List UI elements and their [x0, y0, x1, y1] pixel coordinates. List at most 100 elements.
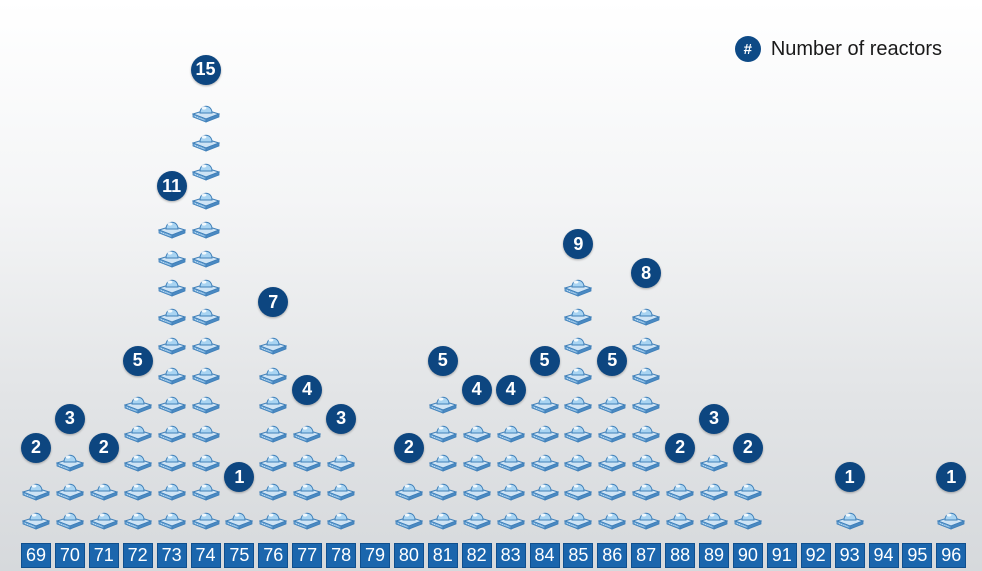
reactor-icon — [190, 128, 221, 152]
year-label-75: 75 — [224, 543, 255, 568]
legend: # Number of reactors — [734, 36, 942, 62]
legend-badge: # — [734, 36, 761, 62]
count-badge-86: 5 — [597, 345, 628, 376]
reactor-icon — [563, 390, 593, 414]
year-label-91: 91 — [766, 543, 797, 568]
count-badge-69: 2 — [21, 432, 51, 463]
reactor-icon — [631, 506, 661, 530]
reactor-icon — [936, 506, 966, 530]
year-label-96: 96 — [936, 543, 967, 568]
reactor-icon — [190, 361, 221, 385]
reactor-icon — [563, 419, 593, 443]
reactor-icon — [89, 477, 119, 501]
reactor-icon — [326, 448, 356, 472]
reactor-icon — [326, 506, 356, 530]
reactor-icon — [190, 244, 221, 268]
reactor-icon — [258, 331, 288, 355]
year-label-73: 73 — [156, 543, 187, 568]
reactor-icon — [529, 419, 560, 443]
year-label-71: 71 — [88, 543, 119, 568]
year-label-77: 77 — [292, 543, 323, 568]
year-label-88: 88 — [665, 543, 696, 568]
reactor-icon — [462, 419, 492, 443]
reactor-icon — [733, 506, 763, 530]
year-label-79: 79 — [360, 543, 390, 568]
reactor-icon — [699, 506, 729, 530]
reactor-icon — [123, 506, 153, 530]
count-badge-71: 2 — [88, 432, 119, 463]
year-label-82: 82 — [461, 543, 492, 568]
year-label-90: 90 — [732, 543, 763, 568]
year-label-95: 95 — [902, 543, 933, 568]
count-badge-74: 15 — [190, 54, 221, 85]
reactor-icon — [55, 477, 85, 501]
year-label-86: 86 — [597, 543, 628, 568]
count-badge-75: 1 — [224, 462, 255, 492]
count-badge-84: 5 — [529, 345, 560, 376]
year-label-76: 76 — [258, 543, 289, 568]
reactor-icon — [597, 477, 627, 501]
reactor-icon — [563, 448, 593, 472]
count-badge-78: 3 — [326, 403, 357, 434]
reactor-icon — [190, 390, 221, 414]
reactor-icon — [258, 477, 288, 501]
count-badge-88: 2 — [665, 432, 696, 463]
count-badge-82: 4 — [461, 374, 492, 405]
reactor-icon — [462, 448, 492, 472]
reactor-icon — [190, 302, 221, 326]
reactor-icon — [597, 448, 627, 472]
reactor-icon — [123, 419, 153, 443]
reactor-icon — [428, 419, 458, 443]
reactor-icon — [292, 477, 322, 501]
count-badge-85: 9 — [563, 229, 594, 260]
reactor-icon — [157, 419, 187, 443]
reactor-icon — [563, 273, 593, 297]
reactor-icon — [258, 419, 288, 443]
count-badge-90: 2 — [732, 432, 763, 463]
count-badge-72: 5 — [122, 345, 153, 376]
reactor-icon — [428, 448, 458, 472]
reactor-icon — [157, 361, 187, 385]
count-badge-77: 4 — [292, 374, 323, 405]
reactor-icon — [631, 390, 661, 414]
reactor-icon — [631, 302, 661, 326]
reactor-icon — [21, 477, 51, 501]
reactor-icon — [292, 506, 322, 530]
year-label-81: 81 — [427, 543, 458, 568]
count-badge-73: 11 — [156, 171, 187, 201]
count-badge-76: 7 — [258, 287, 289, 318]
reactor-icon — [529, 477, 560, 501]
count-badge-70: 3 — [54, 403, 85, 434]
reactor-icon — [394, 477, 424, 501]
year-label-92: 92 — [800, 543, 831, 568]
year-label-80: 80 — [393, 543, 424, 568]
reactor-icon — [190, 273, 221, 297]
reactor-icon — [496, 506, 526, 530]
reactor-icon — [597, 390, 627, 414]
reactor-icon — [21, 506, 51, 530]
reactor-icon — [190, 99, 221, 123]
count-badge-80: 2 — [393, 432, 424, 463]
reactor-icon — [157, 244, 187, 268]
reactor-icon — [631, 419, 661, 443]
year-label-74: 74 — [190, 543, 221, 568]
reactor-icon — [835, 506, 865, 530]
year-label-84: 84 — [529, 543, 560, 568]
reactor-icon — [55, 448, 85, 472]
reactor-icon — [597, 419, 627, 443]
reactor-icon — [190, 331, 221, 355]
reactor-icon — [123, 448, 153, 472]
legend-label: Number of reactors — [770, 37, 942, 60]
reactor-icon — [123, 477, 153, 501]
reactor-icon — [89, 506, 119, 530]
reactor-icon — [631, 448, 661, 472]
reactor-icon — [157, 215, 187, 239]
count-badge-89: 3 — [699, 403, 729, 434]
reactor-icon — [428, 477, 458, 501]
reactor-icon — [563, 506, 593, 530]
reactor-icon — [462, 506, 492, 530]
reactor-icon — [190, 506, 221, 530]
reactor-icon — [157, 273, 187, 297]
reactor-icon — [496, 448, 526, 472]
